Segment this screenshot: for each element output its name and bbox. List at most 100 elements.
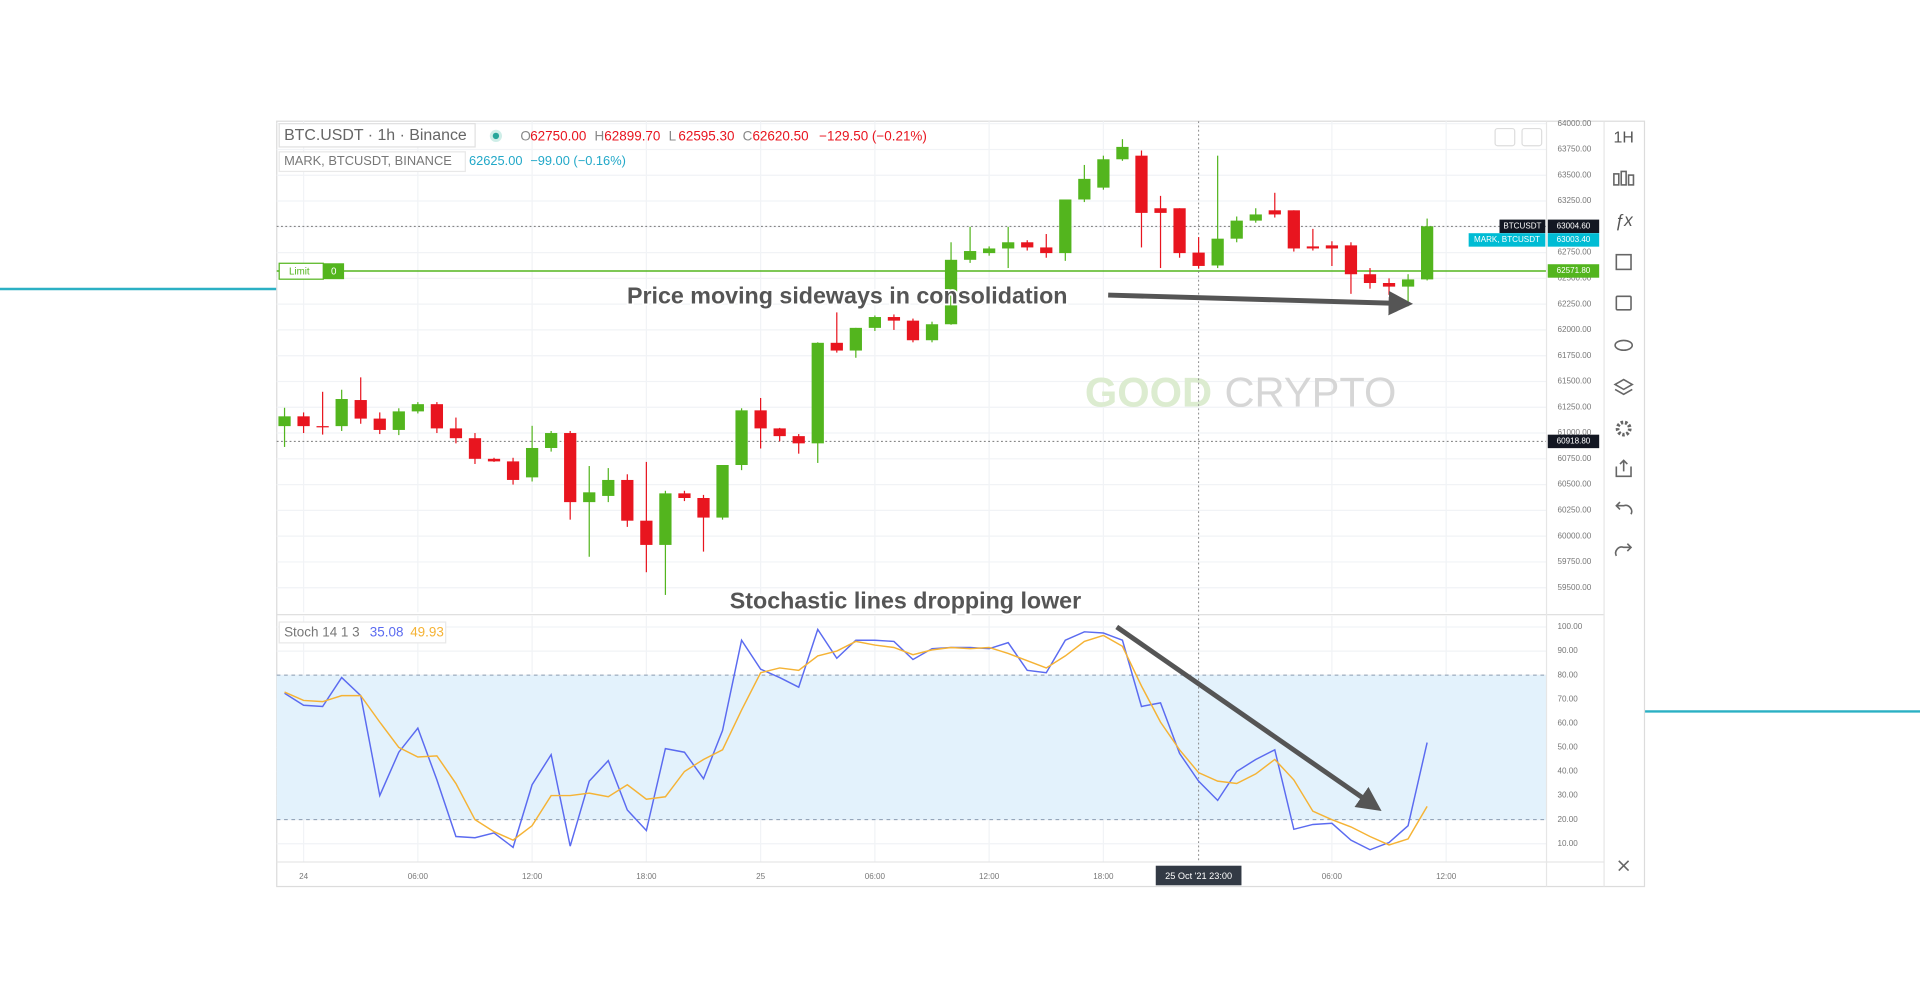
price-tag <box>1547 434 1600 449</box>
candle-body <box>773 428 786 437</box>
share-button[interactable] <box>1615 459 1632 478</box>
crosshair-label: 25 Oct '21 23:00 <box>1165 871 1232 881</box>
y-tick-label: 64000.00 <box>1558 119 1592 128</box>
y-tick-label: 30.00 <box>1558 791 1579 800</box>
candle-body <box>487 458 501 462</box>
candle-body <box>1249 214 1262 221</box>
mark-value: 62625.00 <box>469 153 523 168</box>
candle-body <box>621 479 634 521</box>
candle-body <box>1021 242 1034 248</box>
candle-body <box>1421 226 1434 280</box>
y-tick-label: 63500.00 <box>1558 170 1592 179</box>
candle-body <box>754 410 767 429</box>
watermark-text: GOOD <box>1085 369 1212 416</box>
chart-type-button[interactable] <box>1613 170 1635 186</box>
x-tick-label: 18:00 <box>1093 872 1114 881</box>
stoch-legend-box <box>278 621 447 644</box>
settings-button[interactable] <box>1615 420 1632 437</box>
price-tag-name-box <box>1468 233 1546 247</box>
y-tick-label: 61500.00 <box>1558 377 1592 386</box>
layers-button[interactable] <box>1613 378 1634 396</box>
redo-button[interactable] <box>1614 543 1633 557</box>
visibility-button[interactable] <box>1614 339 1634 351</box>
candle-body <box>849 327 862 351</box>
price-tag-label: 60918.80 <box>1557 437 1591 446</box>
symbol-box[interactable] <box>278 123 476 148</box>
y-tick-label: 70.00 <box>1558 694 1579 703</box>
annotation-arrow <box>1108 290 1414 316</box>
mark-box <box>278 151 466 173</box>
price-tag-name: BTCUSDT <box>1503 221 1541 230</box>
y-tick-label: 90.00 <box>1558 646 1579 655</box>
candle-body <box>392 411 405 430</box>
x-tick-label: 18:00 <box>636 872 657 881</box>
candle-body <box>602 479 615 496</box>
candle-body <box>1173 208 1186 254</box>
undo-button[interactable] <box>1615 501 1633 515</box>
limit-qty: 0 <box>331 266 337 277</box>
candle-body <box>583 492 596 503</box>
candle-body <box>983 248 996 254</box>
candle-body <box>468 438 482 459</box>
candle-body <box>411 404 424 412</box>
y-tick-label: 60000.00 <box>1558 531 1592 540</box>
annotation: Price moving sideways in consolidation <box>627 283 1068 309</box>
candle-body <box>1287 210 1300 249</box>
candle-body <box>944 259 958 325</box>
indicators-button[interactable]: ƒx <box>1615 210 1635 230</box>
candle-body <box>545 433 558 448</box>
symbol-title[interactable]: BTC.USDT · 1h · Binance <box>284 127 467 144</box>
candle-body <box>1097 159 1110 188</box>
candle-body <box>678 493 691 498</box>
x-tick-label: 24 <box>299 872 308 881</box>
template-button[interactable] <box>1615 295 1632 311</box>
candle-body <box>430 404 444 429</box>
y-tick-label: 59500.00 <box>1558 583 1592 592</box>
ohlc-legend: O 62750.00 H 62899.70 L 62595.30 C 62620.50 −129… <box>520 129 926 144</box>
limit-qty-box <box>323 263 345 280</box>
candle-body <box>1002 242 1015 249</box>
candle-body <box>1325 245 1339 249</box>
x-tick-label: 06:00 <box>865 872 886 881</box>
candle-body <box>659 493 672 545</box>
band-layer <box>276 674 1547 821</box>
stoch-band <box>276 675 1547 820</box>
watermark: GOOD CRYPTO <box>1085 369 1397 416</box>
mark-title: MARK, BTCUSDT, BINANCE <box>284 153 452 168</box>
compare-button[interactable] <box>1615 253 1632 271</box>
candle-body <box>1192 252 1205 266</box>
annotation: Stochastic lines dropping lower <box>730 588 1081 614</box>
price-tag-label: 63004.60 <box>1557 221 1591 230</box>
scroll-button[interactable] <box>1494 127 1516 147</box>
interval-button[interactable]: 1H <box>1614 130 1634 147</box>
stoch-title: Stoch 14 1 3 <box>284 625 360 640</box>
candle-body <box>1306 246 1319 249</box>
price-tag <box>1547 264 1600 278</box>
axes: 64000.0063750.0063500.0063250.0063000.00… <box>299 119 1600 886</box>
ohlc-value: 62750.00 <box>530 129 586 144</box>
x-tick-label: 12:00 <box>979 872 1000 881</box>
ohlc-key: C <box>743 129 753 144</box>
y-tick-label: 63250.00 <box>1558 196 1592 205</box>
candle-body <box>297 416 310 427</box>
x-tick-label: 06:00 <box>1322 872 1343 881</box>
candle-body <box>373 418 386 430</box>
candle-body <box>525 447 539 478</box>
x-tick-label: 06:00 <box>408 872 429 881</box>
candle-body <box>697 497 710 518</box>
candle-body <box>1040 247 1053 254</box>
y-tick-label: 62000.00 <box>1558 325 1592 334</box>
candle-body <box>1135 155 1148 213</box>
y-tick-label: 60.00 <box>1558 718 1579 727</box>
reset-button[interactable] <box>1521 127 1543 147</box>
candle-body <box>906 320 920 341</box>
y-tick-label: 62250.00 <box>1558 299 1592 308</box>
candle-body <box>735 410 748 466</box>
candle-body <box>449 428 463 439</box>
ohlc-value: 62595.30 <box>678 129 734 144</box>
candle-body <box>1078 178 1091 200</box>
ohlc-key: L <box>669 129 677 144</box>
close-button[interactable] <box>1618 860 1630 872</box>
